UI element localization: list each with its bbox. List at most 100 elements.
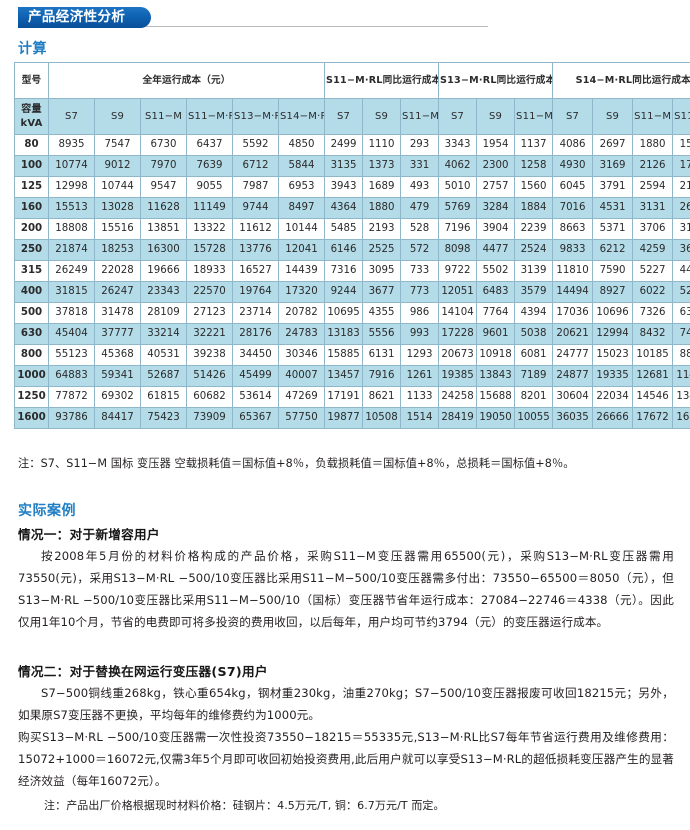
cell-capacity: 1000 [14,365,49,387]
cell-annual-cost-3: 27123 [186,302,233,324]
cell-capacity: 630 [14,323,49,345]
cell-annual-cost-5: 20782 [277,302,326,324]
cell-s14-drop-3: 1587 [672,134,690,156]
cell-s11-drop-2: 986 [400,302,440,324]
cell-annual-cost-1: 18253 [94,239,141,261]
cell-s11-drop-2: 572 [400,239,440,261]
th-s13drop-s11m: S11−M [514,98,554,135]
cell-annual-cost-1: 84417 [94,407,141,429]
cell-s13-drop-0: 14104 [438,302,478,324]
cell-capacity: 80 [14,134,49,156]
cell-s13-drop-2: 1560 [514,176,554,198]
cell-s13-drop-1: 10918 [476,344,516,366]
cell-annual-cost-5: 6953 [277,176,326,198]
cell-s11-drop-2: 1293 [400,344,440,366]
cell-s14-drop-2: 12681 [632,365,674,387]
table-row: 100 10774 9012 7970 7639 6712 5844 3135 1373 331 4… [14,155,690,177]
cell-s14-drop-2: 6022 [632,281,674,303]
cell-annual-cost-4: 11612 [232,218,279,240]
cell-capacity: 100 [14,155,49,177]
th-s13drop-s7: S7 [438,98,478,135]
table-row: 400 31815 26247 23343 22570 19764 17320 9244 367… [14,281,690,303]
th-cost-s11mrl: S11−M·RL [186,98,233,135]
th-cost-s11m: S11−M [140,98,187,135]
th-cost-s9: S9 [94,98,141,135]
cell-s14-drop-0: 17036 [552,302,594,324]
th-cost-s7: S7 [48,98,95,135]
cell-s14-drop-1: 7590 [592,260,634,282]
cell-s11-drop-1: 3677 [362,281,402,303]
cell-s14-drop-2: 3706 [632,218,674,240]
cell-annual-cost-2: 16300 [140,239,187,261]
cell-s13-drop-2: 3579 [514,281,554,303]
cell-s14-drop-2: 10185 [632,344,674,366]
cell-s14-drop-2: 4259 [632,239,674,261]
cell-s14-drop-0: 9833 [552,239,594,261]
cell-annual-cost-4: 34450 [232,344,279,366]
cell-annual-cost-1: 15516 [94,218,141,240]
cell-s11-drop-0: 17191 [324,386,364,408]
cell-s14-drop-2: 2126 [632,155,674,177]
banner-title: 产品经济性分析 [18,7,152,28]
table-row: 1600 93786 84417 75423 73909 65367 57750 19877 1… [14,407,690,429]
cell-s14-drop-2: 8432 [632,323,674,345]
cell-s11-drop-2: 733 [400,260,440,282]
cell-s14-drop-3: 3687 [672,239,690,261]
cell-annual-cost-2: 61815 [140,386,187,408]
th-cost-s13mrl: S13−M·RL [232,98,279,135]
cell-annual-cost-5: 5844 [277,155,326,177]
cell-s14-drop-0: 11810 [552,260,594,282]
cell-annual-cost-4: 13776 [232,239,279,261]
cell-s11-drop-0: 10695 [324,302,364,324]
th-capacity-line1: 容量 [21,104,42,115]
section-heading-cases: 实际案例 [18,503,76,519]
case2-title: 情况二：对于替换在网运行变压器(S7)用户 [18,664,268,679]
cell-s11-drop-1: 1880 [362,197,402,219]
th-s14drop-s11mrl: S11−M.RL [672,98,690,135]
cell-s11-drop-0: 3943 [324,176,364,198]
cell-s14-drop-2: 14546 [632,386,674,408]
cell-annual-cost-5: 40007 [277,365,326,387]
cell-s11-drop-1: 6131 [362,344,402,366]
cell-s13-drop-0: 7196 [438,218,478,240]
th-s13drop-s9: S9 [476,98,516,135]
cell-s14-drop-3: 5250 [672,281,690,303]
cell-s13-drop-1: 6483 [476,281,516,303]
cell-annual-cost-3: 39238 [186,344,233,366]
cell-capacity: 160 [14,197,49,219]
cell-s11-drop-1: 1689 [362,176,402,198]
cell-annual-cost-4: 6712 [232,155,279,177]
cell-s14-drop-0: 20621 [552,323,594,345]
cell-annual-cost-3: 7639 [186,155,233,177]
cell-annual-cost-0: 10774 [48,155,95,177]
table-row: 125 12998 10744 9547 9055 7987 6953 3943 1689 493… [14,176,690,198]
table-note: 注：S7、S11−M 国标 变压器 空载损耗值＝国标值+8％，负载损耗值＝国标值… [18,457,575,470]
cell-s14-drop-3: 1795 [672,155,690,177]
cell-annual-cost-3: 32221 [186,323,233,345]
cell-annual-cost-1: 69302 [94,386,141,408]
cell-s14-drop-2: 7326 [632,302,674,324]
cell-annual-cost-2: 75423 [140,407,187,429]
th-s14drop-s9: S9 [592,98,634,135]
cell-annual-cost-0: 26249 [48,260,95,282]
cell-s11-drop-0: 19877 [324,407,364,429]
cell-annual-cost-1: 7547 [94,134,141,156]
cell-annual-cost-4: 28176 [232,323,279,345]
cell-s13-drop-0: 19385 [438,365,478,387]
cell-s11-drop-1: 3095 [362,260,402,282]
cell-capacity: 125 [14,176,49,198]
cell-annual-cost-5: 47269 [277,386,326,408]
cell-annual-cost-3: 6437 [186,134,233,156]
cell-s11-drop-2: 773 [400,281,440,303]
cell-s14-drop-3: 8892 [672,344,690,366]
cell-s14-drop-2: 17672 [632,407,674,429]
cell-s14-drop-0: 36035 [552,407,594,429]
table-group-header-row: 型号 全年运行成本（元） S11−M·RL同比运行成本下降(元) S13−M·R… [14,62,690,99]
cell-s11-drop-2: 993 [400,323,440,345]
cell-s14-drop-1: 2697 [592,134,634,156]
table-row: 200 18808 15516 13851 13322 11612 10144 5485 219… [14,218,690,240]
cell-s14-drop-1: 15023 [592,344,634,366]
cell-annual-cost-2: 23343 [140,281,187,303]
cell-s13-drop-1: 13843 [476,365,516,387]
